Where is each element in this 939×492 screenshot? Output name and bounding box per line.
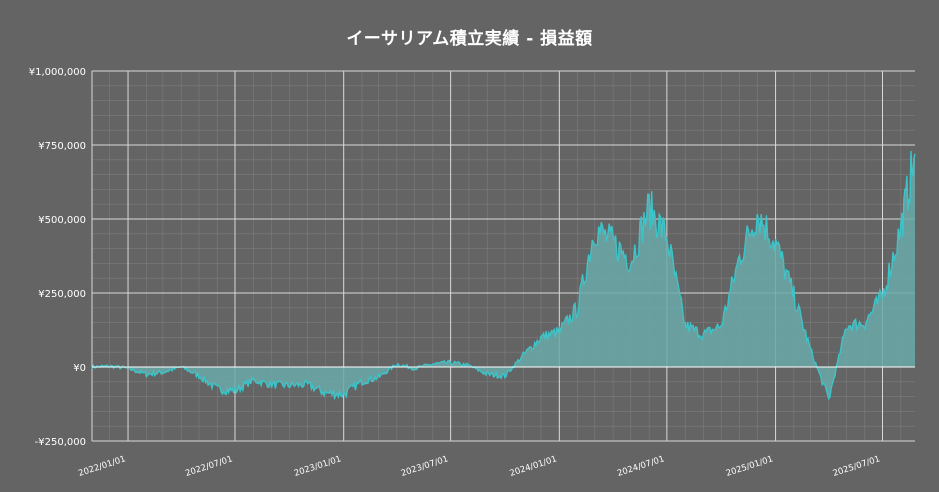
y-tick-label: ¥0 (73, 363, 86, 374)
x-tick-label: 2023/01/01 (293, 454, 343, 479)
y-tick-label: -¥250,000 (35, 437, 86, 448)
chart-title: イーサリアム積立実績 - 損益額 (346, 29, 593, 49)
series-line (91, 151, 916, 401)
x-tick-label: 2023/07/01 (400, 454, 450, 479)
y-tick-label: ¥750,000 (38, 141, 86, 152)
y-tick-label: ¥1,000,000 (29, 67, 86, 78)
y-tick-label: ¥500,000 (38, 215, 86, 226)
x-tick-label: 2025/01/01 (725, 454, 775, 479)
y-tick-label: ¥250,000 (38, 289, 86, 300)
x-tick-label: 2024/07/01 (616, 454, 666, 479)
x-tick-label: 2022/07/01 (184, 454, 234, 479)
series-area (92, 151, 915, 399)
x-tick-label: 2024/01/01 (509, 454, 559, 479)
x-tick-label: 2022/01/01 (77, 454, 127, 479)
x-tick-label: 2025/07/01 (832, 454, 882, 479)
